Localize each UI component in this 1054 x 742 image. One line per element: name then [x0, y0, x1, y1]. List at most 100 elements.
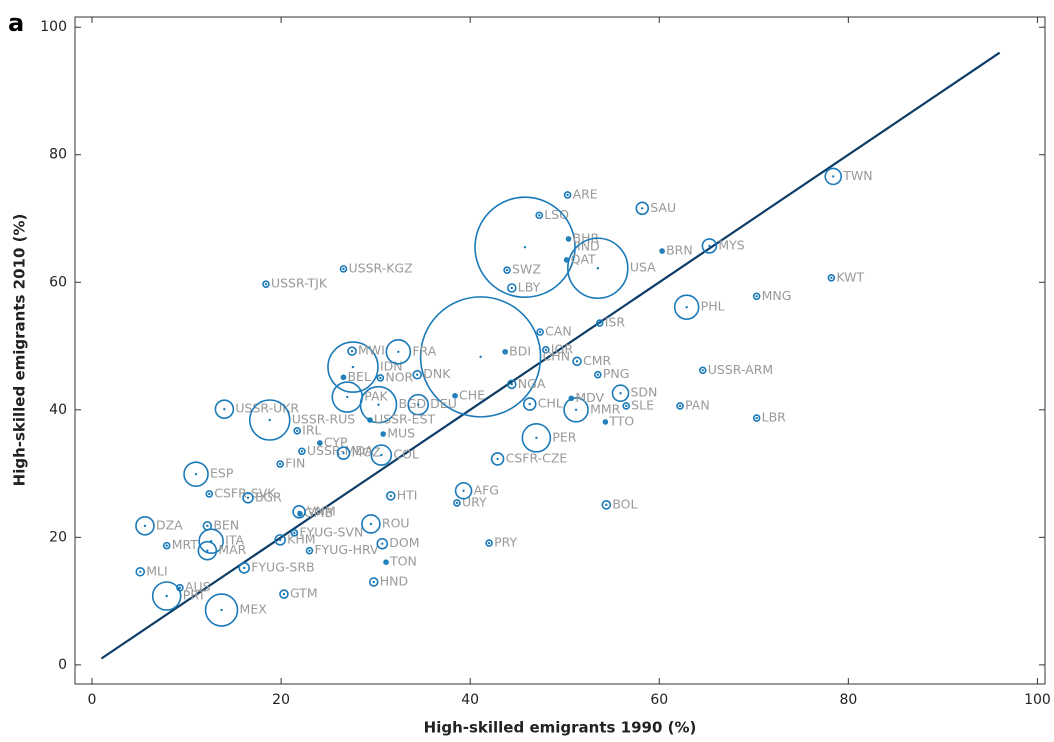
point-label: USSR-TJK: [271, 276, 328, 291]
bubble-center: [220, 608, 223, 612]
point-label: SLE: [631, 397, 654, 412]
bubble-center: [297, 510, 301, 514]
bubble-center: [342, 451, 345, 455]
plot-frame: [74, 16, 1046, 685]
bubble: [595, 319, 604, 327]
bubble: [506, 283, 517, 293]
point-label: MWI: [358, 343, 385, 358]
bubble-center: [208, 492, 211, 496]
bubble-center: [372, 580, 375, 584]
point-label: BEL: [347, 369, 370, 384]
bubble-center: [455, 501, 459, 505]
x-tick-label: 20: [272, 692, 290, 708]
point-label: KWT: [836, 269, 864, 284]
bubble-center: [397, 350, 400, 353]
point-label: MDV: [575, 390, 604, 405]
x-tick-label: 0: [88, 692, 97, 708]
bubble: [279, 589, 289, 599]
bubble-center: [619, 392, 622, 395]
bubble-center: [282, 592, 286, 596]
bubble-center: [377, 403, 380, 406]
point-label: IRL: [302, 422, 321, 437]
point-label: CHN: [543, 348, 570, 363]
bubble-center: [268, 418, 271, 422]
point-label: NGA: [518, 376, 546, 391]
point-label: FRA: [412, 343, 436, 358]
point-label: USSR-ARM: [708, 362, 773, 377]
point-label: BRN: [666, 243, 693, 258]
bubble: [698, 366, 707, 375]
bubble-center: [380, 453, 383, 457]
x-tick-label: 100: [1024, 692, 1051, 708]
bubble-center: [503, 350, 507, 353]
bubble-center: [496, 457, 499, 461]
bubble-center: [624, 404, 628, 408]
bubble-center: [416, 373, 419, 376]
bubble-center: [487, 541, 491, 545]
point-label: DZA: [156, 517, 183, 532]
bubble-center: [605, 503, 608, 507]
point-label: PRT: [183, 588, 206, 603]
point-label: CAN: [545, 324, 572, 339]
point-label: MEX: [240, 602, 268, 617]
point-label: SWZ: [512, 262, 541, 277]
point-label: AFG: [474, 482, 499, 497]
point-label: BDI: [509, 343, 531, 358]
bubble-center: [342, 376, 345, 379]
bubble: [385, 491, 396, 501]
bubble: [238, 562, 251, 574]
bubble-center: [295, 429, 299, 433]
point-label: TON: [389, 554, 417, 569]
bubble: [359, 385, 398, 424]
bubble-center: [566, 193, 569, 197]
bubble: [673, 294, 700, 320]
bubble: [824, 167, 843, 186]
bubble-center: [510, 286, 513, 290]
bubble-center: [143, 524, 147, 528]
bubble-center: [165, 594, 168, 598]
bubble-center: [351, 365, 355, 369]
point-label: PER: [552, 429, 576, 444]
point-label: DNK: [423, 366, 451, 381]
y-tick-label: 60: [49, 274, 67, 290]
bubble: [506, 379, 517, 390]
point-label: TWN: [842, 168, 872, 183]
point-label: USSR-RUS: [292, 412, 356, 427]
x-tick-label: 80: [839, 692, 857, 708]
bubble-center: [300, 450, 304, 453]
bubble: [474, 196, 576, 298]
bubble-center: [567, 237, 570, 241]
y-axis-title: High-skilled emigrants 2010 (%): [11, 214, 29, 487]
bubble: [197, 540, 218, 561]
bubble: [336, 446, 351, 460]
bubble: [205, 490, 214, 498]
point-label: CMR: [583, 353, 612, 368]
bubble-center: [538, 330, 542, 334]
bubble-center: [538, 214, 541, 217]
bubble-center: [293, 531, 296, 535]
point-label: MLI: [146, 563, 167, 578]
bubble-center: [243, 566, 246, 570]
bubble: [635, 201, 650, 216]
point-label: VNM: [307, 503, 336, 518]
bubble: [567, 237, 629, 300]
bubble: [752, 414, 761, 422]
bubble-center: [139, 570, 142, 573]
point-label: USSR-UKR: [235, 401, 299, 416]
bubble-center: [596, 267, 600, 270]
point-label: ISR: [605, 315, 626, 330]
bubble-center: [278, 462, 282, 466]
bubble-center: [565, 258, 568, 262]
bubble-center: [194, 473, 198, 476]
bubble: [542, 346, 550, 354]
point-label: DOM: [389, 535, 419, 550]
bubble: [563, 397, 589, 423]
point-label: MYS: [718, 237, 744, 252]
bubble-center: [685, 305, 688, 309]
bubble: [292, 505, 306, 519]
point-label: LBR: [762, 410, 787, 425]
bubble-center: [382, 432, 385, 436]
point-label: USSR-MDA: [307, 443, 374, 458]
point-label: MUS: [387, 426, 415, 441]
